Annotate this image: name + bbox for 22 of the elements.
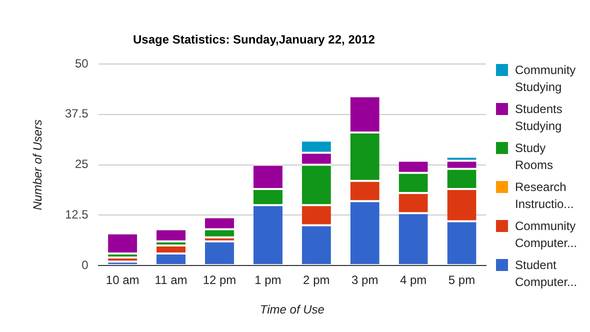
x-tick-label: 5 pm [448,273,476,288]
y-tick-label: 50 [74,56,89,70]
y-tick-label: 25 [74,157,89,172]
legend-label: Community Computer... [515,218,578,252]
legend-label: Student Computer... [515,257,578,291]
legend-label: Study Rooms [515,140,554,174]
x-tick-label: 1 pm [254,273,282,288]
legend-label: Students Studying [515,101,564,135]
y-tick-label: 12.5 [64,208,89,222]
chart-title: Usage Statistics: Sunday,January 22, 2012 [133,32,376,46]
y-tick-label: 0 [82,258,89,272]
y-tick-label: 37.5 [64,106,89,121]
x-tick-label: 11 am [154,273,188,288]
legend-label: Research Instructio... [515,179,575,213]
x-tick-label: 10 am [106,273,140,288]
x-axis-title: Time of Use [260,302,325,316]
x-tick-label: 2 pm [303,273,330,288]
x-tick-label: 3 pm [352,273,378,288]
x-tick-label: 4 pm [400,273,427,288]
x-tick-label: 12 pm [202,273,236,288]
y-axis-title: Number of Users [30,119,44,210]
legend-label: Community Studying [515,62,577,96]
